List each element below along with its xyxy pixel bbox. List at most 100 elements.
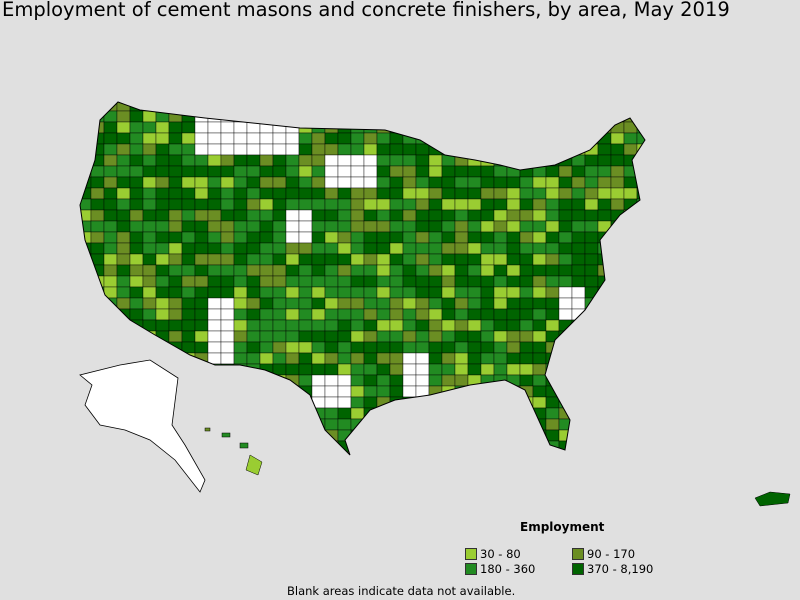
area-region — [597, 253, 612, 266]
area-region — [116, 264, 131, 277]
area-region — [350, 385, 365, 398]
area-region — [493, 396, 508, 409]
area-region — [584, 451, 599, 455]
area-region — [337, 341, 352, 354]
area-region — [90, 429, 105, 442]
area-region — [636, 330, 645, 343]
lower48-outline — [79, 101, 646, 456]
footnote: Blank areas indicate data not available. — [287, 584, 516, 598]
area-region — [80, 275, 92, 288]
area-region — [454, 374, 469, 387]
area-region — [298, 132, 313, 145]
area-region — [116, 231, 131, 244]
area-region — [207, 330, 222, 343]
area-region — [155, 297, 170, 310]
area-region — [623, 418, 638, 431]
area-region — [415, 242, 430, 255]
area-region — [428, 429, 443, 442]
area-region — [168, 242, 183, 255]
area-region — [311, 253, 326, 266]
area-region — [402, 165, 417, 178]
area-region — [389, 330, 404, 343]
area-region — [181, 198, 196, 211]
area-region — [207, 121, 222, 134]
area-region — [129, 165, 144, 178]
area-region — [363, 275, 378, 288]
area-region — [519, 363, 534, 376]
area-region — [220, 121, 235, 134]
area-region — [454, 209, 469, 222]
area-region — [454, 176, 469, 189]
area-region — [441, 319, 456, 332]
area-region — [363, 176, 378, 189]
area-region — [441, 286, 456, 299]
area-region — [350, 330, 365, 343]
legend-swatch — [572, 563, 584, 575]
area-region — [428, 396, 443, 409]
area-region — [389, 440, 404, 453]
area-region — [363, 209, 378, 222]
area-region — [506, 102, 521, 112]
area-region — [571, 242, 586, 255]
area-region — [311, 297, 326, 310]
area-region — [493, 198, 508, 211]
area-region — [623, 407, 638, 420]
area-region — [480, 440, 495, 453]
area-region — [506, 341, 521, 354]
area-region — [272, 154, 287, 167]
area-region — [415, 429, 430, 442]
area-region — [311, 308, 326, 321]
area-region — [350, 319, 365, 332]
area-region — [259, 102, 274, 112]
area-region — [246, 319, 261, 332]
area-region — [441, 264, 456, 277]
area-region — [623, 275, 638, 288]
area-region — [80, 308, 92, 321]
area-region — [181, 363, 196, 376]
area-region — [285, 264, 300, 277]
area-region — [584, 253, 599, 266]
area-region — [272, 132, 287, 145]
legend-label: 370 - 8,190 — [587, 562, 654, 576]
area-region — [285, 363, 300, 376]
area-region — [389, 253, 404, 266]
area-region — [597, 286, 612, 299]
area-region — [441, 341, 456, 354]
area-region — [636, 220, 645, 233]
area-region — [610, 385, 625, 398]
area-region — [324, 396, 339, 409]
area-region — [337, 286, 352, 299]
area-region — [623, 187, 638, 200]
area-region — [80, 154, 92, 167]
area-region — [155, 198, 170, 211]
area-region — [181, 429, 196, 442]
area-region — [558, 176, 573, 189]
area-region — [90, 102, 105, 112]
area-region — [181, 275, 196, 288]
area-region — [285, 440, 300, 453]
area-region — [558, 352, 573, 365]
area-region — [246, 440, 261, 453]
area-region — [428, 264, 443, 277]
area-region — [103, 440, 118, 453]
area-region — [454, 319, 469, 332]
area-region — [480, 451, 495, 455]
area-region — [389, 286, 404, 299]
area-region — [246, 176, 261, 189]
area-region — [80, 451, 92, 455]
area-region — [610, 352, 625, 365]
area-region — [272, 198, 287, 211]
area-region — [584, 187, 599, 200]
area-region — [311, 220, 326, 233]
area-region — [233, 242, 248, 255]
area-region — [441, 231, 456, 244]
area-region — [80, 341, 92, 354]
area-region — [194, 352, 209, 365]
area-region — [636, 176, 645, 189]
area-region — [181, 143, 196, 156]
area-region — [623, 429, 638, 442]
area-region — [415, 121, 430, 134]
area-region — [519, 275, 534, 288]
area-region — [623, 385, 638, 398]
area-region — [506, 440, 521, 453]
